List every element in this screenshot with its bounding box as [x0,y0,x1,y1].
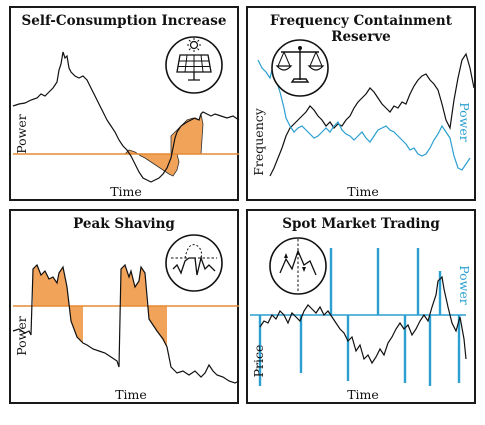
market-chart-icon [269,237,327,295]
power-line [257,59,471,171]
y-axis-label: Price [251,345,266,378]
y-axis-label: Frequency [251,107,266,176]
panel-frequency-containment: Frequency Containment Reserve Time Frequ… [246,6,476,201]
balance-scale-icon [271,39,329,97]
y-axis-label: Power [14,114,29,154]
panel-title: Spot Market Trading [282,216,440,232]
x-axis-label: Time [347,387,379,402]
frequency-line [269,52,475,177]
charge-area-1 [33,265,69,306]
y-axis-right-label: Power [457,102,472,142]
y-axis-label: Power [14,316,29,356]
x-axis-label: Time [115,387,147,402]
solar-panel-icon [165,36,223,94]
peak-shaving-chart: Time Power [12,234,240,402]
peak-chart-icon [165,234,223,292]
y-axis-right-label: Power [457,265,472,305]
discharge-area-1 [69,306,83,343]
panel-peak-shaving: Peak Shaving Time Power [9,209,240,404]
x-axis-label: Time [347,184,379,199]
frequency-chart: Time Frequency Power [251,39,475,199]
panel-spot-market: Spot Market Trading Time Price Power [246,209,476,404]
power-line [12,51,240,183]
charge-area-2 [121,265,147,306]
x-axis-label: Time [110,184,142,199]
power-line [12,263,240,384]
panel-title: Peak Shaving [73,216,175,232]
panel-title: Frequency Containment Reserve [270,13,452,45]
self-consumption-chart: Time Power [12,36,240,199]
spot-market-chart: Time Price Power [250,237,472,402]
price-line [259,275,467,365]
battery-charge-area [170,112,204,155]
panel-self-consumption: Self-Consumption Increase Time Power [9,6,240,201]
panel-title: Self-Consumption Increase [21,13,227,29]
